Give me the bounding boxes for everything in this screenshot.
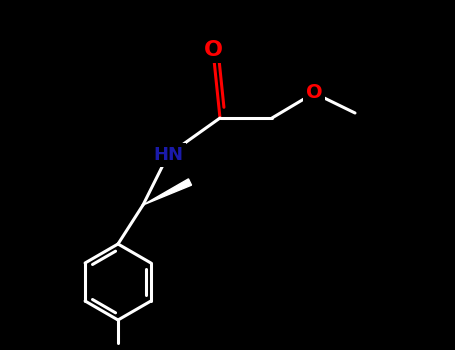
Polygon shape [143,179,192,205]
Text: O: O [203,40,222,60]
Text: O: O [306,84,322,103]
Text: HN: HN [153,146,183,164]
